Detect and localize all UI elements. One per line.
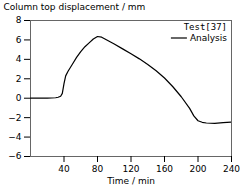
svg-text:40: 40	[58, 164, 70, 174]
svg-text:2: 2	[16, 74, 22, 84]
svg-text:4: 4	[16, 54, 22, 64]
svg-text:Test[37]: Test[37]	[184, 22, 227, 32]
svg-text:200: 200	[189, 164, 206, 174]
svg-text:240: 240	[223, 164, 240, 174]
svg-text:−4: −4	[8, 132, 22, 142]
svg-text:120: 120	[122, 164, 139, 174]
svg-text:−2: −2	[8, 113, 21, 123]
svg-text:Analysis: Analysis	[190, 33, 227, 43]
svg-text:0: 0	[16, 93, 22, 103]
svg-text:8: 8	[16, 15, 22, 25]
svg-text:−6: −6	[8, 151, 22, 161]
svg-text:Column top displacement / mm: Column top displacement / mm	[4, 2, 146, 12]
svg-text:Time / min: Time / min	[106, 176, 155, 186]
svg-text:80: 80	[92, 164, 104, 174]
svg-text:6: 6	[16, 35, 22, 45]
svg-text:160: 160	[156, 164, 173, 174]
